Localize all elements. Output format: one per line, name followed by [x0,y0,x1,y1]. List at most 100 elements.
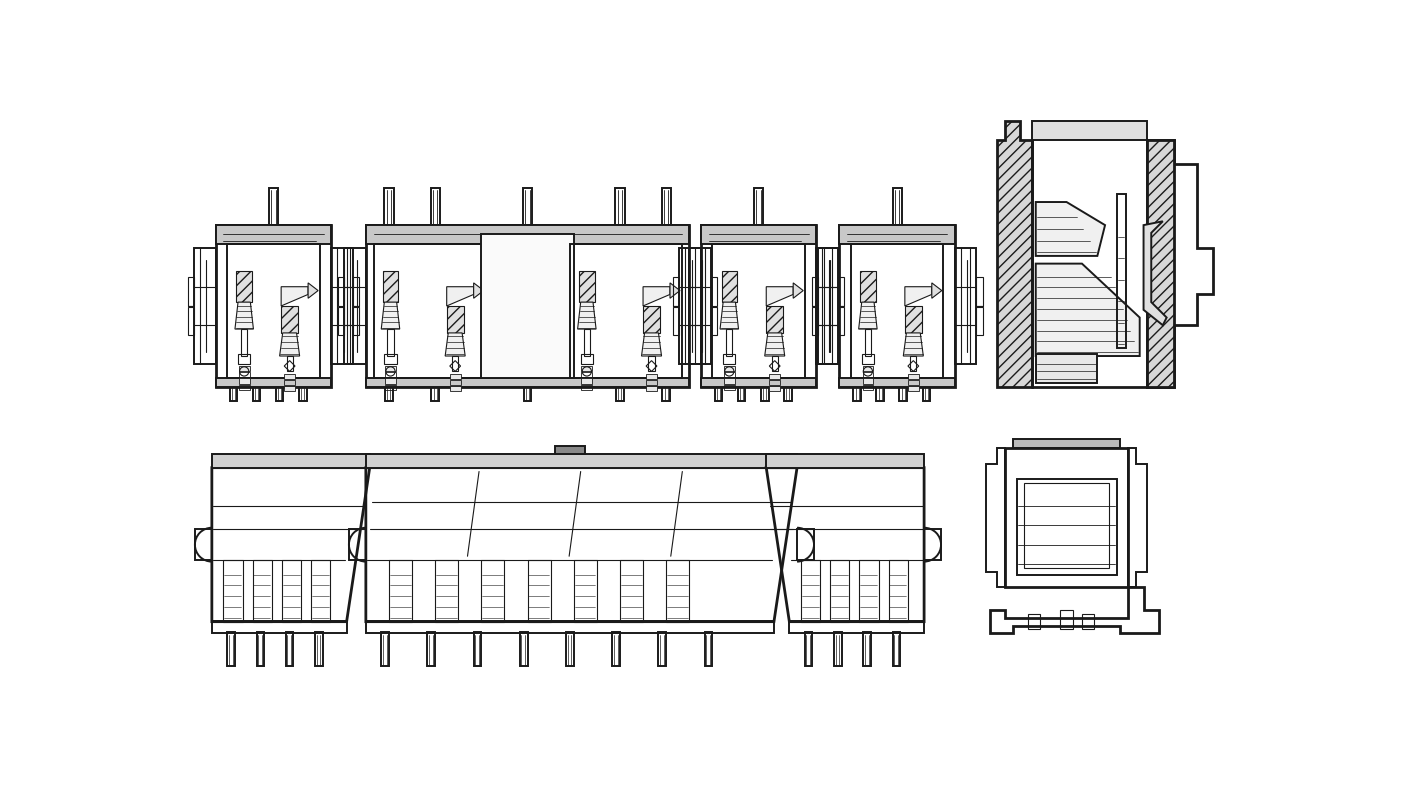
Bar [450,380,460,385]
Bar [711,278,717,306]
Bar [287,356,293,371]
Bar [865,329,870,356]
Bar [770,386,780,392]
Bar [388,329,393,356]
Bar [285,632,294,666]
Bar [385,378,396,384]
Bar [385,385,396,390]
Bar [1012,439,1120,448]
Bar [385,372,396,377]
Bar [275,385,284,401]
Bar [1024,483,1109,567]
Bar [646,373,657,379]
Bar [862,354,875,364]
Polygon shape [765,333,785,356]
Bar [581,378,592,384]
Bar [839,225,954,244]
Bar [770,380,780,385]
Bar [714,385,723,401]
Bar [754,188,763,225]
Bar [907,380,919,385]
Bar [863,632,870,666]
Bar [853,385,861,401]
Bar [216,225,331,244]
Polygon shape [903,333,923,356]
Bar [724,366,734,371]
Bar [432,385,439,401]
Bar [239,378,250,384]
Bar [923,385,930,401]
Bar [839,377,954,387]
Bar [859,560,879,622]
Polygon shape [1035,263,1140,356]
Bar [315,632,322,666]
Bar [662,188,670,225]
Bar [1147,140,1174,387]
Bar [701,225,816,244]
Bar [344,248,366,364]
Bar [366,454,797,468]
Bar [283,560,301,622]
Polygon shape [670,282,680,298]
Bar [701,225,816,387]
Bar [281,306,298,333]
Bar [481,235,574,377]
Bar [373,244,486,377]
Bar [839,225,954,387]
Bar [643,306,660,333]
Bar [862,366,873,371]
Bar [724,372,734,377]
Bar [1061,610,1072,630]
Bar [1032,121,1147,140]
Bar [862,385,873,390]
Bar [195,248,216,364]
Bar [724,385,734,390]
Bar [474,632,481,666]
Bar [223,560,243,622]
Bar [366,225,689,387]
Polygon shape [859,302,878,329]
Bar [447,306,464,333]
Bar [838,278,843,306]
Bar [818,248,839,364]
Bar [284,380,295,385]
Bar [338,306,344,335]
Bar [899,385,907,401]
Bar [435,560,459,622]
Bar [977,306,983,335]
Polygon shape [767,286,794,306]
Bar [862,372,873,377]
Bar [649,356,655,371]
Bar [1035,354,1098,383]
Bar [1017,480,1116,575]
Bar [528,560,551,622]
Bar [851,244,943,377]
Bar [523,188,532,225]
Bar [834,632,842,666]
Polygon shape [234,302,253,329]
Polygon shape [905,286,932,306]
Polygon shape [281,286,308,306]
Bar [659,632,666,666]
Bar [1147,140,1174,387]
Polygon shape [308,282,318,298]
Bar [385,188,393,225]
Bar [520,632,528,666]
Bar [784,385,792,401]
Polygon shape [474,282,484,298]
Bar [977,278,983,306]
Bar [452,356,459,371]
Bar [910,356,916,371]
Polygon shape [280,333,300,356]
Bar [524,385,531,401]
Bar [673,306,679,335]
Bar [366,621,774,634]
Bar [366,225,689,244]
Bar [666,560,689,622]
Polygon shape [447,286,474,306]
Bar [767,454,924,468]
Bar [646,386,657,392]
Polygon shape [720,302,738,329]
Polygon shape [643,286,670,306]
Bar [616,385,623,401]
